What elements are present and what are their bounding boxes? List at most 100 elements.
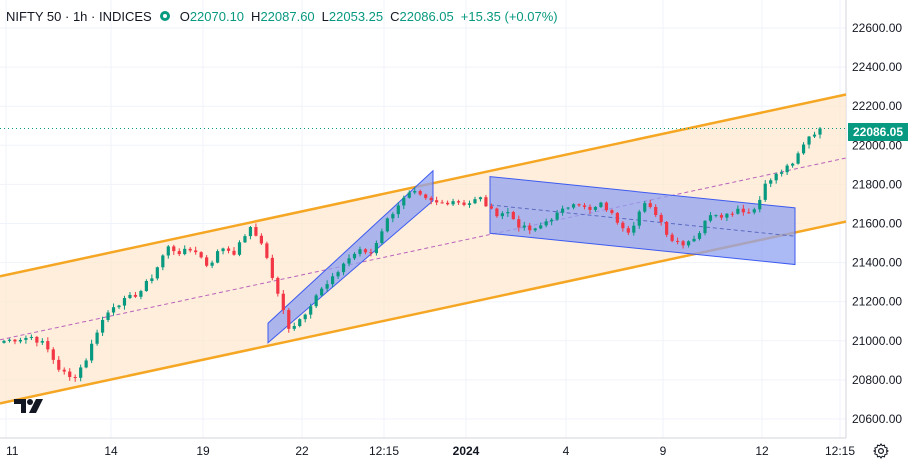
candle-body xyxy=(298,319,302,327)
candle-body xyxy=(703,220,707,234)
candle-body xyxy=(747,212,751,214)
blue-flat-channel-median xyxy=(489,204,796,237)
candle-body xyxy=(90,343,94,361)
candle-body xyxy=(517,219,521,228)
candle-body xyxy=(35,336,39,343)
candle-body xyxy=(407,192,411,198)
candle-body xyxy=(13,339,17,342)
x-tick-label: 2024 xyxy=(453,444,480,458)
y-tick-label: 22600.00 xyxy=(852,21,902,35)
candle-body xyxy=(550,219,554,222)
candle-body xyxy=(161,255,165,268)
candle-body xyxy=(610,210,614,213)
candle-body xyxy=(659,215,663,222)
candle-body xyxy=(309,306,313,315)
candle-body xyxy=(708,215,713,221)
candle-body xyxy=(637,211,641,226)
candle-body xyxy=(369,252,373,254)
candle-body xyxy=(725,213,729,218)
candle-body xyxy=(801,144,806,154)
candle-body xyxy=(670,234,674,241)
symbol-label[interactable]: NIFTY 50 · 1h · INDICES xyxy=(6,8,152,24)
open-key: O xyxy=(179,8,190,24)
candle-body xyxy=(440,202,444,204)
candle-body xyxy=(736,208,740,214)
candle-body xyxy=(424,194,428,198)
y-tick-label: 21200.00 xyxy=(852,295,902,309)
y-tick-label: 22000.00 xyxy=(852,138,902,152)
candle-body xyxy=(533,228,537,231)
y-tick-label: 22400.00 xyxy=(852,60,902,74)
candle-body xyxy=(183,248,187,255)
close-value: 22086.05 xyxy=(399,8,454,24)
y-tick-label: 22200.00 xyxy=(852,99,902,113)
candle-body xyxy=(555,212,559,220)
x-tick-label: 22 xyxy=(295,444,309,458)
y-tick-label: 21600.00 xyxy=(852,217,902,231)
candle-body xyxy=(29,336,33,338)
candle-body xyxy=(621,222,625,229)
candle-body xyxy=(791,163,795,166)
candle-body xyxy=(484,197,488,207)
candle-body xyxy=(287,310,291,329)
candle-body xyxy=(697,233,702,239)
candle-body xyxy=(68,371,72,378)
candle-body xyxy=(780,172,784,174)
candle-body xyxy=(577,204,581,206)
x-tick-label: 12:15 xyxy=(825,444,855,458)
candle-body xyxy=(413,191,417,193)
candle-body xyxy=(237,242,242,255)
candle-body xyxy=(265,243,269,258)
gear-icon[interactable] xyxy=(872,442,890,460)
candle-body xyxy=(314,295,318,307)
market-status-icon xyxy=(159,11,170,21)
chart-legend: NIFTY 50 · 1h · INDICES O22070.10 H22087… xyxy=(6,7,558,25)
candle-body xyxy=(144,280,148,292)
candle-body xyxy=(320,288,324,296)
candle-body xyxy=(18,339,23,342)
candle-body xyxy=(57,359,61,370)
candle-body xyxy=(665,221,669,235)
candle-body xyxy=(758,199,762,210)
candle-body xyxy=(330,276,335,285)
candle-body xyxy=(451,201,455,205)
candle-body xyxy=(456,201,461,203)
candle-body xyxy=(166,246,170,256)
candle-body xyxy=(506,212,510,214)
candle-body xyxy=(615,212,619,223)
candle-body xyxy=(681,241,685,246)
candle-body xyxy=(150,278,154,281)
candle-body xyxy=(686,241,691,246)
candle-body xyxy=(2,340,6,343)
x-tick-label: 12:15 xyxy=(369,444,399,458)
low-value: 22053.25 xyxy=(328,8,384,24)
close-key: C xyxy=(390,8,400,24)
candle-body xyxy=(24,337,28,340)
candle-body xyxy=(46,341,50,350)
candle-body xyxy=(566,207,570,209)
blue-flat-channel xyxy=(489,176,796,266)
candle-body xyxy=(714,215,718,217)
tradingview-logo-icon[interactable] xyxy=(14,397,44,415)
y-tick-label: 21400.00 xyxy=(852,256,902,270)
x-tick-label: 19 xyxy=(196,444,210,458)
candle-body xyxy=(221,248,225,252)
candle-body xyxy=(205,257,209,266)
change-value: +15.35 (+0.07%) xyxy=(460,8,558,24)
candle-body xyxy=(478,197,483,200)
candle-body xyxy=(341,263,346,273)
candle-body xyxy=(155,267,159,279)
candle-body xyxy=(292,326,296,329)
candle-body xyxy=(396,205,400,215)
candle-body xyxy=(522,225,526,228)
candle-body xyxy=(489,206,494,209)
candle-body xyxy=(194,250,198,253)
last-price-label: 22086.05 xyxy=(848,123,908,141)
candle-body xyxy=(270,257,274,278)
candle-body xyxy=(79,367,83,378)
low-key: L xyxy=(321,8,329,24)
candle-body xyxy=(347,258,351,264)
candle-body xyxy=(632,225,636,233)
candle-body xyxy=(539,225,543,229)
